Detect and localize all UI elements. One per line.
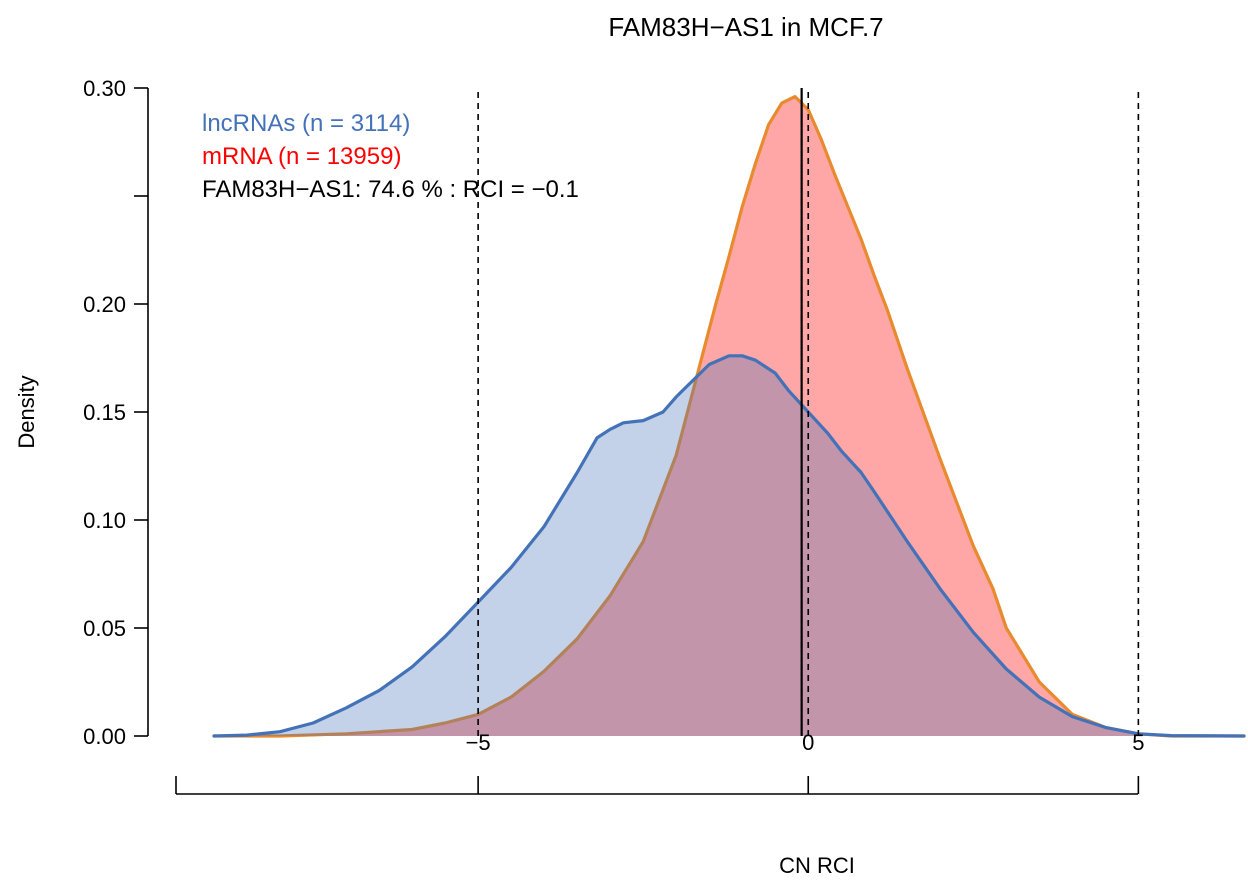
y-axis-label: Density xyxy=(14,375,39,448)
y-tick-label: 0.10 xyxy=(83,508,126,533)
series-area-lncrnas xyxy=(214,355,1244,736)
y-tick-label: 0.30 xyxy=(83,76,126,101)
legend-entry: FAM83H−AS1: 74.6 % : RCI = −0.1 xyxy=(202,176,579,203)
x-tick-label: 5 xyxy=(1132,730,1144,755)
y-tick-label: 0.05 xyxy=(83,616,126,641)
legend-entry: mRNA (n = 13959) xyxy=(202,143,401,170)
series-layer xyxy=(212,95,1246,738)
y-tick-label: 0.15 xyxy=(83,400,126,425)
chart-title: FAM83H−AS1 in MCF.7 xyxy=(608,12,883,42)
x-tick-label: −5 xyxy=(466,730,491,755)
x-tick-label: 0 xyxy=(802,730,814,755)
x-axis-label: CN RCI xyxy=(779,853,855,878)
reference-lines xyxy=(477,88,1140,736)
y-tick-label: 0.20 xyxy=(83,292,126,317)
series-line-mrna xyxy=(212,95,1246,738)
legend-entry: lncRNAs (n = 3114) xyxy=(202,110,410,137)
axes: 0.00 0.05 0.10 0.15 0.20 0.30 −5 0 5 xyxy=(83,76,1144,795)
legend: lncRNAs (n = 3114) mRNA (n = 13959) FAM83H… xyxy=(202,110,579,203)
y-tick-label: 0.00 xyxy=(83,724,126,749)
series-line-lncrnas xyxy=(212,354,1246,738)
